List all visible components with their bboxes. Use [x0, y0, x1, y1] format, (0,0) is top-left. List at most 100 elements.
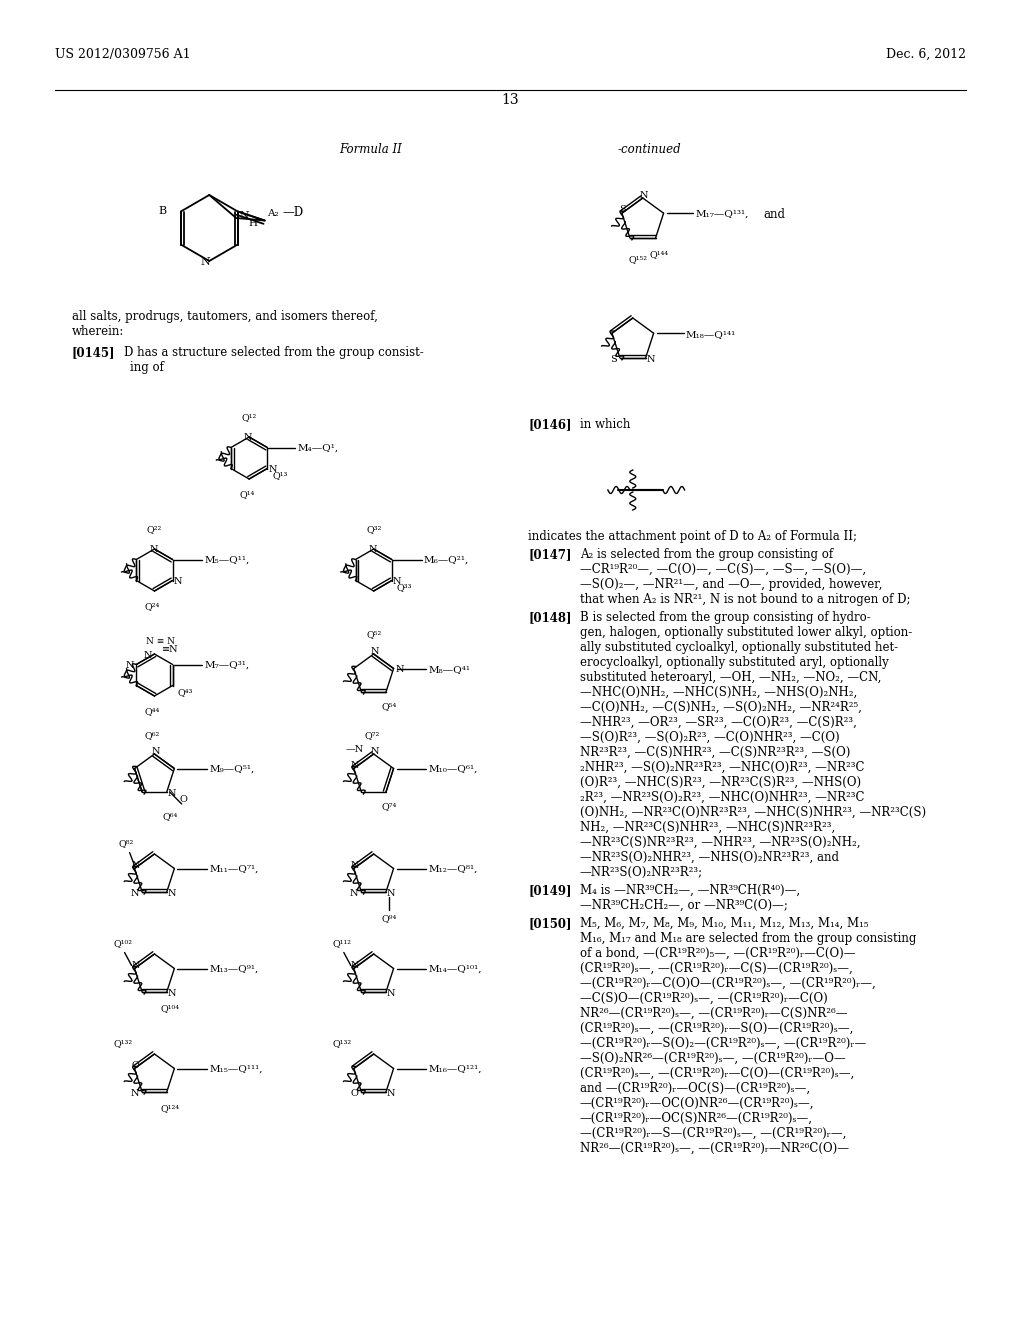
Text: (CR¹⁹R²⁰)ₛ—, —(CR¹⁹R²⁰)ᵣ—C(O)—(CR¹⁹R²⁰)ₛ—,: (CR¹⁹R²⁰)ₛ—, —(CR¹⁹R²⁰)ᵣ—C(O)—(CR¹⁹R²⁰)ₛ…	[580, 1067, 854, 1080]
Text: O: O	[132, 1061, 139, 1071]
Text: Q¹⁰²: Q¹⁰²	[113, 940, 132, 949]
Text: N: N	[131, 1089, 139, 1098]
Text: Formula II: Formula II	[339, 143, 401, 156]
Text: M₇—Q³¹,: M₇—Q³¹,	[205, 661, 250, 671]
Text: N ≡ N: N ≡ N	[146, 638, 175, 645]
Text: NR²⁶—(CR¹⁹R²⁰)ₛ—, —(CR¹⁹R²⁰)ᵣ—C(S)NR²⁶—: NR²⁶—(CR¹⁹R²⁰)ₛ—, —(CR¹⁹R²⁰)ᵣ—C(S)NR²⁶—	[580, 1007, 848, 1020]
Text: A₂ is selected from the group consisting of: A₂ is selected from the group consisting…	[580, 548, 834, 561]
Text: N: N	[395, 665, 404, 675]
Text: N: N	[144, 651, 153, 660]
Text: —(CR¹⁹R²⁰)ᵣ—OC(S)NR²⁶—(CR¹⁹R²⁰)ₛ—,: —(CR¹⁹R²⁰)ᵣ—OC(S)NR²⁶—(CR¹⁹R²⁰)ₛ—,	[580, 1111, 813, 1125]
Text: Q¹³: Q¹³	[272, 471, 288, 480]
Text: —NR²³C(S)NR²³R²³, —NHR²³, —NR²³S(O)₂NH₂,: —NR²³C(S)NR²³R²³, —NHR²³, —NR²³S(O)₂NH₂,	[580, 836, 860, 849]
Text: —N: —N	[345, 744, 364, 754]
Text: Q⁶⁴: Q⁶⁴	[162, 812, 177, 821]
Text: indicates the attachment point of D to A₂ of Formula II;: indicates the attachment point of D to A…	[528, 531, 857, 543]
Text: US 2012/0309756 A1: US 2012/0309756 A1	[55, 48, 190, 61]
Text: M₄ is —NR³⁹CH₂—, —NR³⁹CH(R⁴⁰)—,: M₄ is —NR³⁹CH₂—, —NR³⁹CH(R⁴⁰)—,	[580, 884, 800, 898]
Text: N: N	[350, 762, 359, 770]
Text: ing of: ing of	[130, 360, 164, 374]
Text: N: N	[647, 355, 655, 364]
Text: Q¹³²: Q¹³²	[113, 1040, 132, 1048]
Text: Q³²: Q³²	[366, 525, 381, 535]
Text: (CR¹⁹R²⁰)ₛ—, —(CR¹⁹R²⁰)ᵣ—S(O)—(CR¹⁹R²⁰)ₛ—,: (CR¹⁹R²⁰)ₛ—, —(CR¹⁹R²⁰)ᵣ—S(O)—(CR¹⁹R²⁰)ₛ…	[580, 1022, 853, 1035]
Text: S: S	[610, 355, 616, 364]
Text: M₈—Q⁴¹: M₈—Q⁴¹	[428, 665, 470, 675]
Text: and: and	[763, 207, 785, 220]
Text: [0149]: [0149]	[528, 884, 571, 898]
Text: 13: 13	[502, 92, 519, 107]
Text: Q¹⁴: Q¹⁴	[240, 490, 255, 499]
Text: Q⁵²: Q⁵²	[366, 630, 381, 639]
Text: ₂NHR²³, —S(O)₂NR²³R²³, —NHC(O)R²³, —NR²³C: ₂NHR²³, —S(O)₂NR²³R²³, —NHC(O)R²³, —NR²³…	[580, 762, 864, 774]
Text: Q¹¹²: Q¹¹²	[333, 940, 351, 949]
Text: [0146]: [0146]	[528, 418, 571, 432]
Text: B is selected from the group consisting of hydro-: B is selected from the group consisting …	[580, 611, 870, 624]
Text: Q⁷⁴: Q⁷⁴	[381, 803, 396, 810]
Text: M₁₇—Q¹³¹,: M₁₇—Q¹³¹,	[695, 210, 749, 219]
Text: Q¹²: Q¹²	[242, 413, 257, 422]
Text: (O)NH₂, —NR²³C(O)NR²³R²³, —NHC(S)NHR²³, —NR²³C(S): (O)NH₂, —NR²³C(O)NR²³R²³, —NHC(S)NHR²³, …	[580, 807, 926, 818]
Text: Q⁹⁴: Q⁹⁴	[381, 913, 396, 923]
Text: —S(O)₂NR²⁶—(CR¹⁹R²⁰)ₛ—, —(CR¹⁹R²⁰)ᵣ—O—: —S(O)₂NR²⁶—(CR¹⁹R²⁰)ₛ—, —(CR¹⁹R²⁰)ᵣ—O—	[580, 1052, 846, 1065]
Text: N: N	[350, 890, 358, 899]
Text: Q²²: Q²²	[146, 525, 162, 535]
Text: Q⁴⁴: Q⁴⁴	[144, 708, 160, 715]
Text: N: N	[174, 577, 182, 586]
Text: N: N	[126, 661, 134, 671]
Text: —(CR¹⁹R²⁰)ᵣ—S(O)₂—(CR¹⁹R²⁰)ₛ—, —(CR¹⁹R²⁰)ᵣ—: —(CR¹⁹R²⁰)ᵣ—S(O)₂—(CR¹⁹R²⁰)ₛ—, —(CR¹⁹R²⁰…	[580, 1038, 866, 1049]
Text: M₁₆—Q¹²¹,: M₁₆—Q¹²¹,	[428, 1065, 482, 1074]
Text: —NR²³S(O)₂NR²³R²³;: —NR²³S(O)₂NR²³R²³;	[580, 866, 703, 879]
Text: of a bond, —(CR¹⁹R²⁰)₅—, —(CR¹⁹R²⁰)ᵣ—C(O)—: of a bond, —(CR¹⁹R²⁰)₅—, —(CR¹⁹R²⁰)ᵣ—C(O…	[580, 946, 855, 960]
Text: —NR²³S(O)₂NHR²³, —NHS(O)₂NR²³R²³, and: —NR²³S(O)₂NHR²³, —NHS(O)₂NR²³R²³, and	[580, 851, 839, 865]
Text: ≡N: ≡N	[163, 644, 179, 653]
Text: M₁₆, M₁₇ and M₁₈ are selected from the group consisting: M₁₆, M₁₇ and M₁₈ are selected from the g…	[580, 932, 916, 945]
Text: Q¹⁵²: Q¹⁵²	[629, 255, 647, 264]
Text: O: O	[180, 796, 187, 804]
Text: N: N	[131, 861, 140, 870]
Text: —C(O)NH₂, —C(S)NH₂, —S(O)₂NH₂, —NR²⁴R²⁵,: —C(O)NH₂, —C(S)NH₂, —S(O)₂NH₂, —NR²⁴R²⁵,	[580, 701, 862, 714]
Text: M₁₀—Q⁶¹,: M₁₀—Q⁶¹,	[428, 766, 478, 774]
Text: N: N	[131, 890, 139, 899]
Text: M₅—Q¹¹,: M₅—Q¹¹,	[205, 556, 250, 565]
Text: Q²⁴: Q²⁴	[144, 602, 160, 611]
Text: M₁₃—Q⁹¹,: M₁₃—Q⁹¹,	[209, 965, 258, 974]
Text: ally substituted cycloalkyl, optionally substituted het-: ally substituted cycloalkyl, optionally …	[580, 642, 898, 653]
Text: —CR¹⁹R²⁰—, —C(O)—, —C(S)—, —S—, —S(O)—,: —CR¹⁹R²⁰—, —C(O)—, —C(S)—, —S—, —S(O)—,	[580, 564, 866, 576]
Text: erocycloalkyl, optionally substituted aryl, optionally: erocycloalkyl, optionally substituted ar…	[580, 656, 889, 669]
Text: gen, halogen, optionally substituted lower alkyl, option-: gen, halogen, optionally substituted low…	[580, 626, 912, 639]
Text: —C(S)O—(CR¹⁹R²⁰)ₛ—, —(CR¹⁹R²⁰)ᵣ—C(O): —C(S)O—(CR¹⁹R²⁰)ₛ—, —(CR¹⁹R²⁰)ᵣ—C(O)	[580, 993, 827, 1005]
Text: D has a structure selected from the group consist-: D has a structure selected from the grou…	[124, 346, 423, 359]
Text: —S(O)₂—, —NR²¹—, and —O—, provided, however,: —S(O)₂—, —NR²¹—, and —O—, provided, howe…	[580, 578, 883, 591]
Text: Q⁷²: Q⁷²	[365, 731, 379, 741]
Text: Q¹⁰⁴: Q¹⁰⁴	[160, 1005, 179, 1012]
Text: substituted heteroaryl, —OH, —NH₂, —NO₂, —CN,: substituted heteroaryl, —OH, —NH₂, —NO₂,…	[580, 671, 882, 684]
Text: —(CR¹⁹R²⁰)ᵣ—S—(CR¹⁹R²⁰)ₛ—, —(CR¹⁹R²⁰)ᵣ—,: —(CR¹⁹R²⁰)ᵣ—S—(CR¹⁹R²⁰)ₛ—, —(CR¹⁹R²⁰)ᵣ—,	[580, 1127, 847, 1140]
Text: Q⁶²: Q⁶²	[144, 731, 160, 741]
Text: M₁₅—Q¹¹¹,: M₁₅—Q¹¹¹,	[209, 1065, 263, 1074]
Text: N: N	[131, 961, 140, 970]
Text: that when A₂ is NR²¹, N is not bound to a nitrogen of D;: that when A₂ is NR²¹, N is not bound to …	[580, 593, 910, 606]
Text: M₁₄—Q¹⁰¹,: M₁₄—Q¹⁰¹,	[428, 965, 482, 974]
Text: N: N	[350, 861, 359, 870]
Text: M₅, M₆, M₇, M₈, M₉, M₁₀, M₁₁, M₁₂, M₁₃, M₁₄, M₁₅: M₅, M₆, M₇, M₈, M₉, M₁₀, M₁₁, M₁₂, M₁₃, …	[580, 917, 868, 931]
Text: N: N	[369, 545, 377, 554]
Text: —NHC(O)NH₂, —NHC(S)NH₂, —NHS(O)₂NH₂,: —NHC(O)NH₂, —NHC(S)NH₂, —NHS(O)₂NH₂,	[580, 686, 857, 700]
Text: N: N	[371, 647, 379, 656]
Text: N: N	[201, 257, 210, 267]
Text: all salts, prodrugs, tautomers, and isomers thereof,: all salts, prodrugs, tautomers, and isom…	[72, 310, 378, 323]
Text: N: N	[371, 747, 379, 755]
Text: —(CR¹⁹R²⁰)ᵣ—C(O)O—(CR¹⁹R²⁰)ₛ—, —(CR¹⁹R²⁰)ᵣ—,: —(CR¹⁹R²⁰)ᵣ—C(O)O—(CR¹⁹R²⁰)ₛ—, —(CR¹⁹R²⁰…	[580, 977, 876, 990]
Text: H: H	[248, 219, 257, 228]
Text: N: N	[244, 433, 252, 442]
Text: -continued: -continued	[617, 143, 681, 156]
Text: (CR¹⁹R²⁰)ₛ—, —(CR¹⁹R²⁰)ᵣ—C(S)—(CR¹⁹R²⁰)ₛ—,: (CR¹⁹R²⁰)ₛ—, —(CR¹⁹R²⁰)ᵣ—C(S)—(CR¹⁹R²⁰)ₛ…	[580, 962, 853, 975]
Text: [0145]: [0145]	[72, 346, 116, 359]
Text: Q⁸²: Q⁸²	[119, 840, 134, 849]
Text: N: N	[168, 890, 176, 899]
Text: N: N	[168, 990, 176, 998]
Text: Q⁴³: Q⁴³	[177, 689, 193, 697]
Text: ₂R²³, —NR²³S(O)₂R²³, —NHC(O)NHR²³, —NR²³C: ₂R²³, —NR²³S(O)₂R²³, —NHC(O)NHR²³, —NR²³…	[580, 791, 864, 804]
Text: Dec. 6, 2012: Dec. 6, 2012	[886, 48, 966, 61]
Text: —NR³⁹CH₂CH₂—, or —NR³⁹C(O)—;: —NR³⁹CH₂CH₂—, or —NR³⁹C(O)—;	[580, 899, 787, 912]
